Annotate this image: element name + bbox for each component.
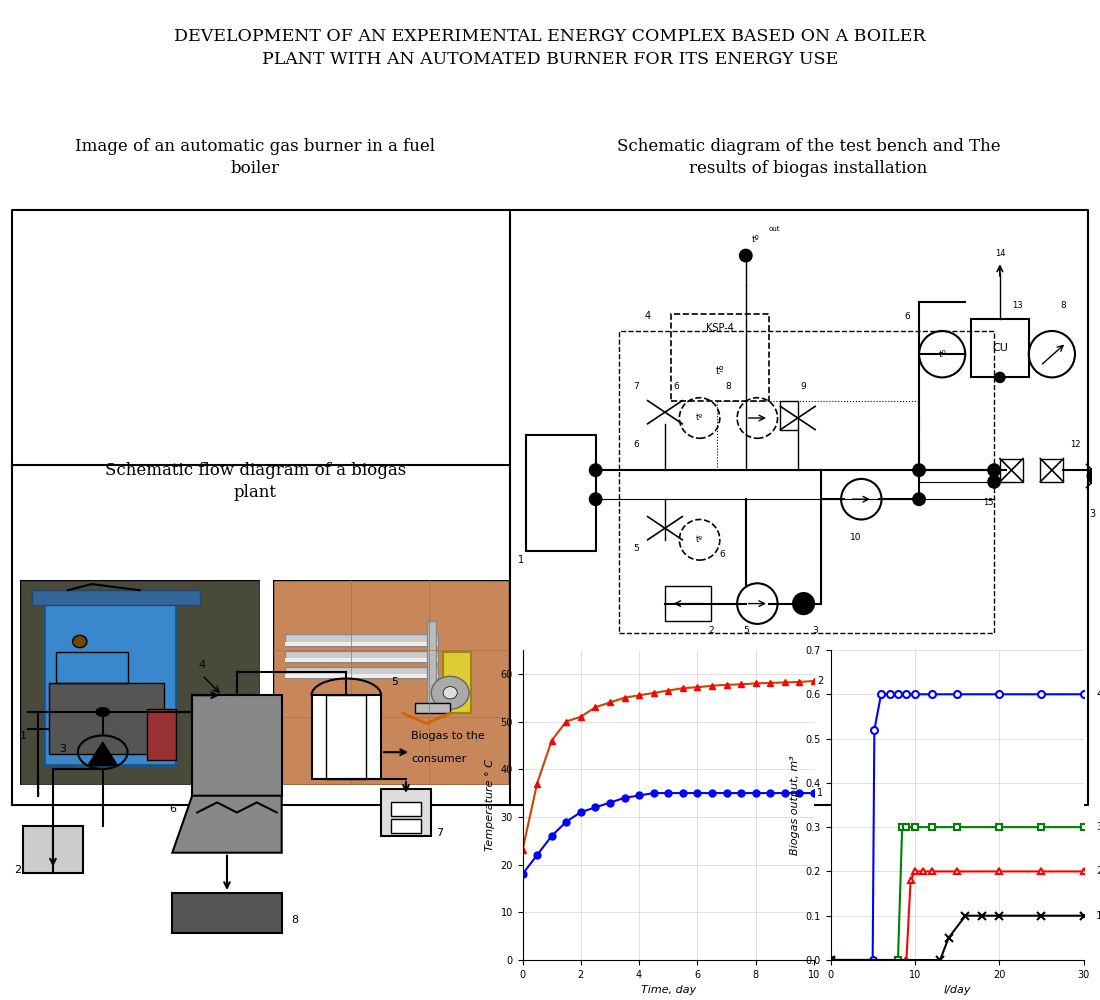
Circle shape [987,463,1001,477]
Text: 4: 4 [1096,689,1100,699]
Bar [619,331,994,633]
Bar [971,319,1028,377]
Bar [285,674,438,678]
Text: 5: 5 [742,626,749,635]
Bar [443,652,472,713]
Bar [285,658,438,662]
Bar [427,621,436,703]
Text: 1: 1 [817,788,823,798]
Y-axis label: Temperature ° C: Temperature ° C [485,759,495,851]
Circle shape [96,707,110,717]
Text: 2: 2 [1096,866,1100,876]
Polygon shape [173,796,282,853]
Circle shape [739,249,752,263]
Text: 5: 5 [392,677,398,687]
Bar [285,651,438,662]
Circle shape [588,492,603,506]
Circle shape [994,372,1005,383]
Text: tº: tº [696,414,703,422]
Text: 7: 7 [634,382,639,391]
Text: 6: 6 [719,550,726,559]
Text: 15: 15 [983,498,993,507]
Circle shape [73,635,87,648]
Text: tº: tº [716,366,724,376]
Text: KSP-4: KSP-4 [706,323,734,333]
Circle shape [588,463,603,477]
Text: 6: 6 [168,804,176,814]
Text: consumer: consumer [411,754,466,764]
Text: 14: 14 [994,249,1005,258]
Text: 4: 4 [199,660,206,670]
Circle shape [1087,467,1100,485]
Text: 5: 5 [634,544,639,553]
Bar [664,586,712,621]
Bar [327,695,366,779]
Text: 2: 2 [14,865,22,875]
Text: 3: 3 [812,626,818,635]
Circle shape [987,475,1001,489]
Text: tº: tº [938,350,946,359]
Bar [44,590,176,764]
Bar [671,314,769,401]
Bar [32,590,199,605]
Bar [781,401,798,430]
Bar [1041,459,1064,482]
Text: 1: 1 [517,555,524,565]
Bar [147,709,176,760]
X-axis label: Time, day: Time, day [640,985,696,995]
Circle shape [912,463,926,477]
Bar [311,695,381,779]
Text: DEVELOPMENT OF AN EXPERIMENTAL ENERGY COMPLEX BASED ON A BOILER
PLANT WITH AN AU: DEVELOPMENT OF AN EXPERIMENTAL ENERGY CO… [174,28,926,68]
Bar [285,634,438,646]
Text: Schematic flow diagram of a biogas
plant: Schematic flow diagram of a biogas plant [104,462,406,501]
Text: 4: 4 [645,311,651,321]
Text: 8: 8 [726,382,732,391]
Text: 7: 7 [436,828,443,838]
Bar [527,435,596,551]
X-axis label: l/day: l/day [944,985,970,995]
Bar [48,682,164,754]
Text: out: out [769,226,780,232]
Circle shape [443,687,458,699]
Bar [56,652,128,682]
Text: 13: 13 [1012,301,1023,310]
Circle shape [792,592,815,615]
Bar [285,642,438,646]
Bar [23,826,82,873]
Circle shape [912,492,926,506]
Text: 10: 10 [850,533,861,542]
Text: 9: 9 [801,382,806,391]
Polygon shape [88,742,118,766]
Text: Image of an automatic gas burner in a fuel
boiler: Image of an automatic gas burner in a fu… [75,138,436,177]
Text: 6: 6 [904,312,911,321]
Text: tº: tº [696,535,703,544]
Text: 3: 3 [1089,509,1096,519]
Text: 2: 2 [817,676,823,686]
Text: Schematic diagram of the test bench and The
results of biogas installation: Schematic diagram of the test bench and … [617,138,1000,177]
Bar [173,893,282,933]
Text: 12: 12 [1069,440,1080,449]
Bar [381,789,431,836]
Text: Biogas to the: Biogas to the [411,731,485,741]
Text: 3: 3 [59,744,66,754]
Bar [392,819,421,833]
Text: 6: 6 [673,382,680,391]
Text: 8: 8 [1060,301,1066,310]
Bar [415,703,450,713]
Text: 2: 2 [708,626,714,635]
Bar [192,695,282,796]
Circle shape [431,676,469,709]
Text: 3: 3 [1096,822,1100,832]
Text: 8: 8 [292,915,299,925]
Bar [1000,459,1023,482]
Bar [392,802,421,816]
Text: tº: tº [751,235,759,244]
Bar [285,667,438,678]
Y-axis label: Biogas output, m³: Biogas output, m³ [790,755,800,855]
Text: 1: 1 [20,731,26,741]
Text: 1: 1 [1096,911,1100,921]
Text: CU: CU [992,343,1008,353]
Text: 6: 6 [634,440,639,449]
